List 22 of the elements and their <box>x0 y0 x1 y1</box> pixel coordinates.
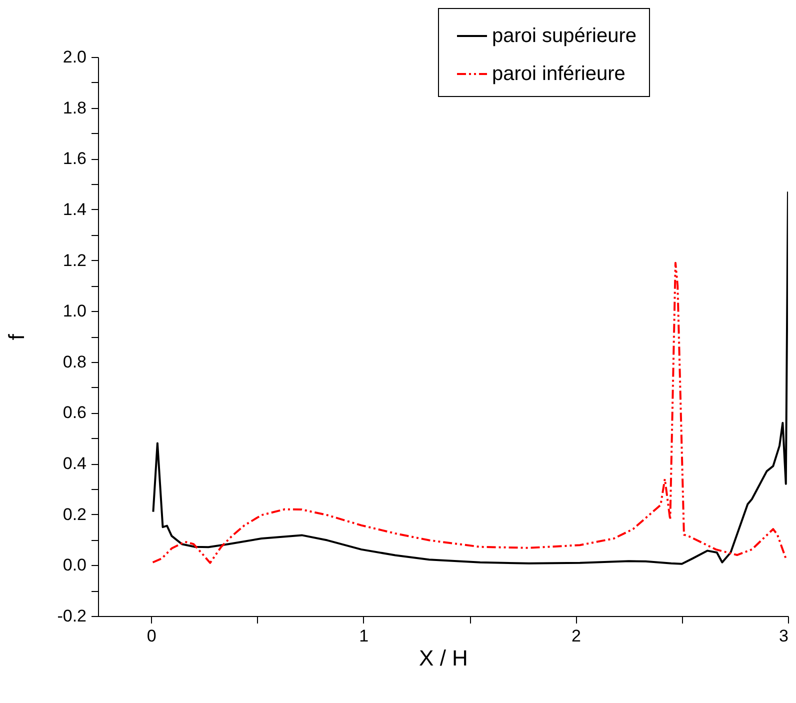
y-tick-label: 2.0 <box>62 48 86 66</box>
y-tick-label: 0.4 <box>62 454 86 474</box>
legend-label: paroi inférieure <box>492 63 626 85</box>
y-tick-label: -0.2 <box>57 606 86 626</box>
x-tick-label: 2 <box>571 626 581 646</box>
y-tick-label: 1.0 <box>62 302 86 321</box>
line-series <box>152 190 788 565</box>
y-tick-label: 1.4 <box>62 200 86 219</box>
y-tick-label: 0.6 <box>62 403 86 422</box>
legend-label: paroi supérieure <box>492 25 637 47</box>
y-tick-label: 0.2 <box>62 504 86 524</box>
y-tick-label: 1.2 <box>62 250 86 270</box>
y-tick-label: 1.6 <box>62 149 86 168</box>
y-tick-label: 0.0 <box>62 556 86 575</box>
y-tick-label: 0.8 <box>62 352 86 372</box>
line-series <box>152 262 787 564</box>
x-tick-label: 3 <box>779 626 788 646</box>
x-tick-label: 1 <box>359 626 369 646</box>
x-tick-label: 0 <box>146 626 156 646</box>
y-tick-label: 1.8 <box>62 98 86 118</box>
y-axis-title: f <box>4 333 30 340</box>
x-axis-title: X / H <box>419 646 468 670</box>
